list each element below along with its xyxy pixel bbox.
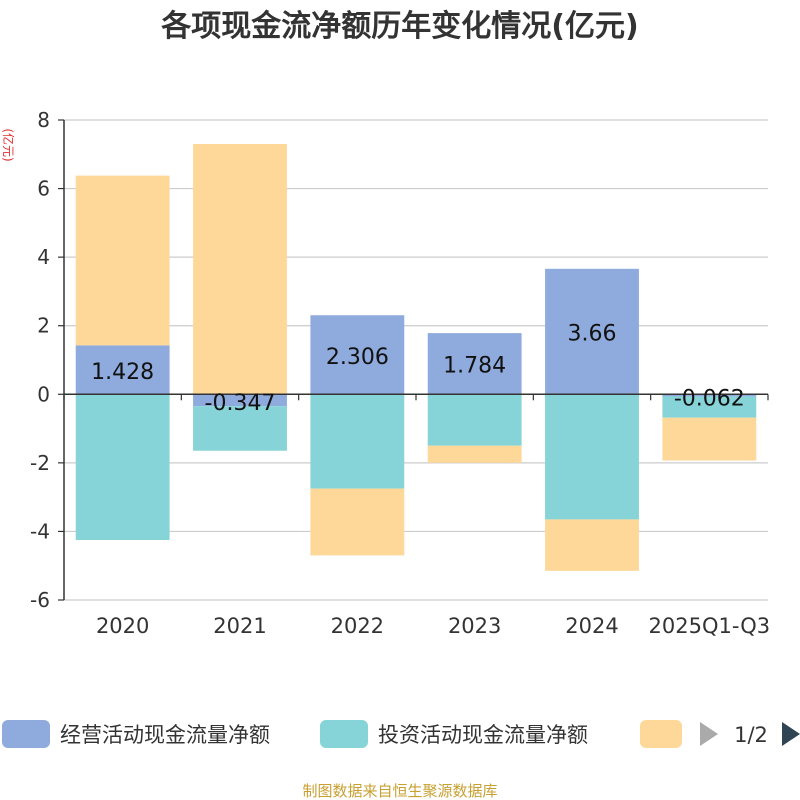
bar-series1-2022[interactable]	[310, 394, 405, 489]
y-tick-label: 0	[37, 382, 50, 406]
legend-swatch-financing[interactable]	[640, 720, 682, 748]
x-tick-label: 2021	[213, 614, 266, 638]
y-tick-label: 6	[37, 177, 50, 201]
bar-series0-2023[interactable]	[427, 333, 522, 395]
y-tick-label: -4	[30, 519, 50, 543]
bar-series1-2024[interactable]	[545, 394, 639, 520]
bar-series0-2020[interactable]	[75, 345, 170, 395]
data-label: -0.347	[205, 391, 276, 416]
bar-series0-2021[interactable]	[193, 394, 287, 407]
bar-series2-2020[interactable]	[75, 175, 170, 346]
legend-swatch-operating[interactable]	[2, 720, 50, 748]
y-tick-label: 2	[37, 314, 50, 338]
bar-series1-2021[interactable]	[193, 406, 287, 451]
x-tick-label: 2025Q1-Q3	[649, 614, 771, 638]
chart-title: 各项现金流净额历年变化情况(亿元)	[160, 9, 638, 44]
bar-series2-2024[interactable]	[545, 519, 639, 571]
data-label: 1.428	[91, 360, 154, 385]
x-tick-label: 2020	[96, 614, 149, 638]
bar-series2-2022[interactable]	[310, 488, 405, 556]
bar-series1-2025Q1-Q3[interactable]	[662, 396, 757, 418]
bar-series1-2020[interactable]	[75, 394, 170, 540]
legend: 经营活动现金流量净额 投资活动现金流量净额 1/2	[2, 720, 800, 748]
bar-series0-2022[interactable]	[310, 315, 405, 395]
data-label: -0.062	[674, 386, 745, 411]
data-labels: 1.428 -0.347 2.306 1.784 3.66 -0.062	[91, 322, 745, 417]
data-label: 1.784	[443, 354, 506, 379]
bars	[75, 144, 757, 571]
bar-series0-2025Q1-Q3[interactable]	[662, 394, 757, 397]
y-axis-unit-label: (亿元)	[1, 128, 16, 161]
x-tick-label: 2023	[448, 614, 501, 638]
data-label: 3.66	[568, 322, 617, 347]
data-label: 2.306	[326, 345, 389, 370]
grid-lines	[64, 119, 768, 601]
y-tick-label: 8	[37, 108, 50, 132]
bar-series0-2024[interactable]	[545, 268, 639, 395]
bar-series2-2025Q1-Q3[interactable]	[662, 417, 757, 461]
source-note: 制图数据来自恒生聚源数据库	[302, 782, 497, 800]
bar-series2-2021[interactable]	[193, 144, 287, 395]
y-tick-label: -2	[30, 451, 50, 475]
bar-series2-2023[interactable]	[427, 445, 522, 463]
legend-label-investing[interactable]: 投资活动现金流量净额	[378, 723, 588, 747]
x-tick-label: 2022	[331, 614, 384, 638]
legend-prev-page-icon[interactable]	[700, 722, 718, 746]
bar-series1-2023[interactable]	[427, 394, 522, 446]
y-tick-label: 4	[37, 245, 50, 269]
legend-next-page-icon[interactable]	[782, 722, 800, 746]
x-tick-label: 2024	[565, 614, 618, 638]
axes: 8 6 4 2 0 -2 -4 -6 2020 2021 2022 2023 2024 2025Q1-Q3	[30, 108, 770, 638]
legend-page-indicator: 1/2	[734, 723, 768, 747]
legend-label-operating[interactable]: 经营活动现金流量净额	[60, 723, 270, 747]
y-tick-label: -6	[30, 588, 50, 612]
legend-swatch-investing[interactable]	[320, 720, 368, 748]
